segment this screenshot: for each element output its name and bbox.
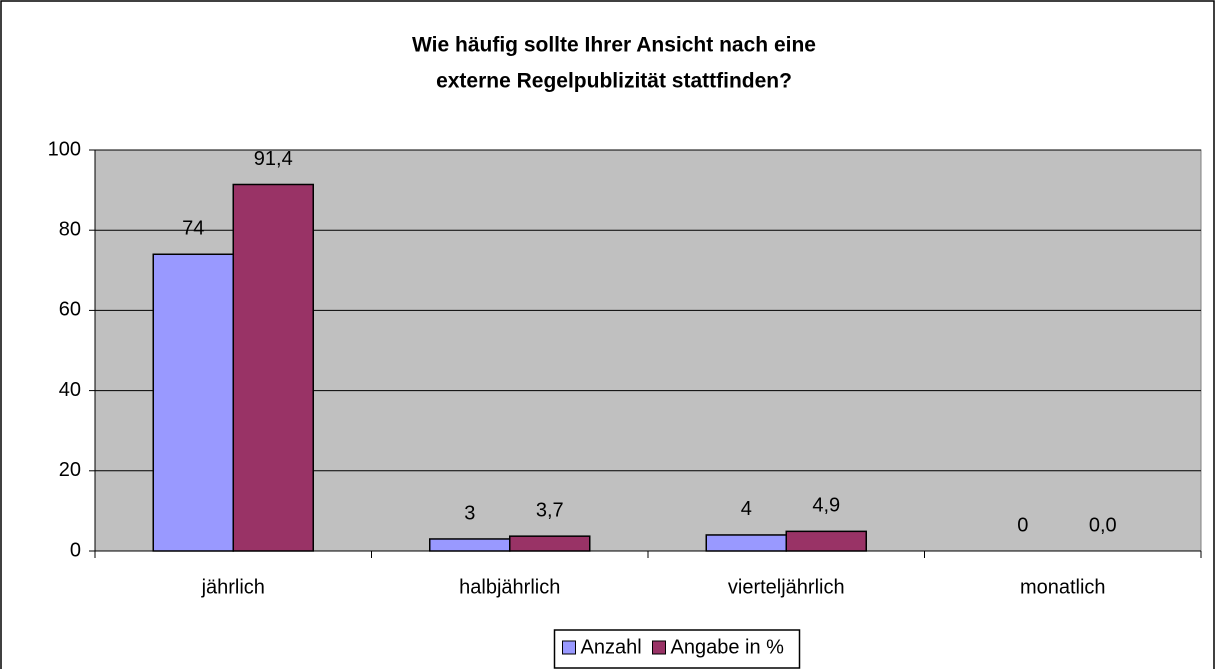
- bar: [705, 534, 787, 552]
- legend-swatch: [652, 640, 666, 655]
- bar: [232, 183, 314, 552]
- value-label: 4,9: [812, 495, 840, 517]
- y-tick-label: 60: [59, 299, 81, 321]
- value-label: 0,0: [1089, 514, 1117, 536]
- bar: [509, 535, 591, 552]
- value-label: 74: [182, 218, 204, 240]
- y-tick-label: 40: [59, 379, 81, 401]
- legend-label: Anzahl: [581, 636, 642, 658]
- x-tick-label: monatlich: [1020, 576, 1106, 598]
- value-label: 4: [741, 498, 752, 520]
- bar: [785, 530, 867, 552]
- legend-box: [553, 629, 801, 669]
- y-tick-label: 0: [70, 539, 81, 561]
- y-tick-label: 100: [48, 138, 81, 160]
- legend-label: Angabe in %: [671, 636, 785, 658]
- value-label: 3,7: [536, 499, 564, 521]
- value-label: 3: [464, 502, 475, 524]
- bar: [429, 538, 511, 552]
- chart-title: Wie häufig sollte Ihrer Ansicht nach ein…: [412, 34, 816, 57]
- chart-title: externe Regelpublizität stattfinden?: [436, 70, 792, 93]
- y-tick-label: 20: [59, 459, 81, 481]
- bar: [152, 253, 234, 552]
- x-tick-label: jährlich: [201, 576, 265, 598]
- y-tick-label: 80: [59, 218, 81, 240]
- x-tick-label: vierteljährlich: [728, 576, 845, 598]
- value-label: 0: [1017, 514, 1028, 536]
- legend-swatch: [562, 640, 576, 655]
- x-tick-label: halbjährlich: [459, 576, 560, 598]
- value-label: 91,4: [254, 148, 293, 170]
